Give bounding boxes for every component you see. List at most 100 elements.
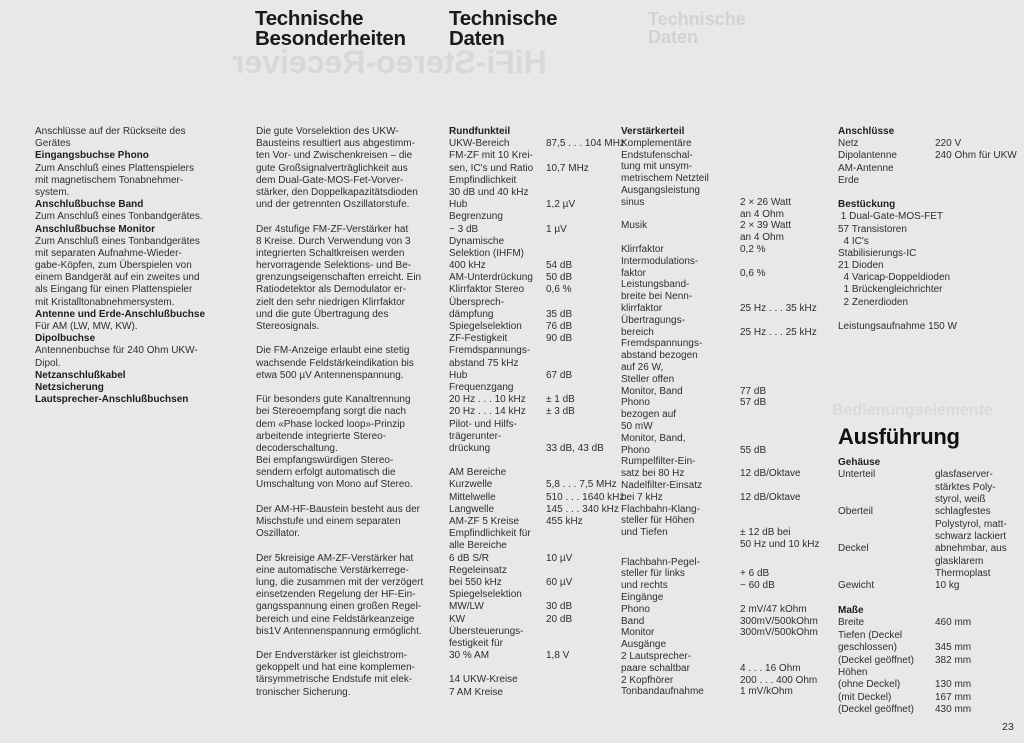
spec-row: 21 Dioden <box>838 260 957 272</box>
spec-row: Hub 67 dB <box>449 370 572 382</box>
spec-row: Gewicht 10 kg <box>838 580 959 592</box>
spec-label: Eingänge <box>621 592 664 604</box>
spec-row: Ausgänge <box>621 639 709 651</box>
spec-label: breite bei Nenn- <box>621 291 693 303</box>
text-line: Die FM-Anzeige erlaubt eine stetig <box>256 345 410 357</box>
spec-row: Frequenzgang <box>449 382 533 394</box>
spec-label: AM-Unterdrückung <box>449 272 533 284</box>
spec-label: Spiegelselektion <box>449 321 522 332</box>
spec-section-label: Bestückung <box>838 199 957 211</box>
spec-row: satz bei 80 Hz 12 dB/Oktave <box>621 468 801 480</box>
spec-value: ± 12 dB bei <box>740 527 791 539</box>
spec-label: Phono <box>621 603 650 615</box>
spec-section-label: Rundfunkteil <box>449 126 533 138</box>
spec-label: Ausgänge <box>621 639 667 651</box>
section-label: Lautsprecher-Anschlußbuchsen <box>35 394 189 406</box>
spec-row: bezogen auf <box>621 409 709 421</box>
spec-label: Gehäuse <box>838 457 881 468</box>
text-line: hervorragende Selektions- und Be- <box>256 260 412 272</box>
spec-label: Übersteuerungs- <box>449 625 524 637</box>
spec-label: 4 IC's <box>838 235 869 247</box>
spec-row: Empfindlichkeit für <box>449 528 533 540</box>
spec-label: 7 AM Kreise <box>449 686 503 698</box>
spec-row: 6 dB S/R 10 µV <box>449 552 572 565</box>
spec-label: 2 Lautsprecher- <box>621 651 692 663</box>
text-line: einem Bandgerät auf ein zweites und <box>35 272 200 284</box>
spec-row: 4 IC's <box>838 236 957 248</box>
text-line: tärsymmetrische Endstufe mit elek- <box>256 674 413 686</box>
spec-row: Phono 57 dB <box>621 397 766 409</box>
spec-label: Klirrfaktor <box>621 243 664 255</box>
spec-label: 6 dB S/R <box>449 552 490 564</box>
spec-label: Tonbandaufnahme <box>621 686 704 698</box>
spec-row: abstand 75 kHz <box>449 358 533 370</box>
spec-label: Rumpelfilter-Ein- <box>621 456 696 468</box>
spec-row: sen, IC's und Ratio 10,7 MHz <box>449 163 589 175</box>
spec-row: 1 Brückengleichrichter <box>838 284 957 296</box>
paragraph-gap <box>256 333 423 345</box>
text-line: gute Großsignalverträglichkeit aus <box>256 162 408 174</box>
text-line: Zum Anschluß eines Tonbandgerätes <box>35 235 200 247</box>
spec-label: Endstufenschal- <box>621 149 693 161</box>
spec-value: 460 mm <box>935 617 972 629</box>
spec-value: 50 Hz und 10 kHz <box>740 538 820 550</box>
spec-label: bei 7 kHz <box>621 491 663 503</box>
section-label: Anschlußbuchse Monitor <box>35 223 155 235</box>
spec-value: 60 µV <box>546 576 573 588</box>
spec-label: abstand bezogen <box>621 350 698 362</box>
spec-row: Empfindlichkeit <box>449 175 533 187</box>
spec-label: Dynamische <box>449 235 505 247</box>
spacer <box>838 309 957 321</box>
section-label: Dipolbuchse <box>35 333 96 345</box>
spec-row: Erde <box>838 175 957 187</box>
spacer <box>449 455 533 467</box>
section-label: Netzanschlußkabel <box>35 369 126 381</box>
text-line: gekoppelt und hat eine komplemen- <box>256 662 415 674</box>
text-line: wachsende Feldstärkeindikation bis <box>256 357 414 369</box>
spec-label: 14 UKW-Kreise <box>449 674 518 686</box>
text-line: Der Endverstärker ist gleichstrom- <box>256 650 408 662</box>
spec-label: Verstärkerteil <box>621 126 685 137</box>
spec-label: bei 550 kHz <box>449 576 502 588</box>
spec-row: Tonbandaufnahme 1 mV/kOhm <box>621 686 793 698</box>
spec-value: 54 dB <box>546 260 573 272</box>
spec-label: 20 Hz . . . 14 kHz <box>449 406 526 418</box>
spec-value: 2 × 39 Watt <box>740 220 792 232</box>
text-line: Umschaltung von Mono auf Stereo. <box>256 479 413 491</box>
spec-label: Anschlüsse <box>838 126 895 137</box>
spec-row: Monitor, Band, <box>621 433 709 445</box>
page-number: 23 <box>1002 721 1014 733</box>
spec-label: Übersprech- <box>449 296 505 308</box>
spec-value: 0,6 % <box>740 267 766 279</box>
spec-row: AM Bereiche <box>449 467 533 479</box>
text-line: 8 Kreise. Durch Verwendung von 3 <box>256 235 411 247</box>
spec-label: Monitor <box>621 627 655 639</box>
heading-technische-daten: Technische Daten <box>449 7 558 50</box>
paragraph: Der 5kreisige AM-ZF-Verstärker hat eine a… <box>256 553 423 638</box>
text-line: tronischer Sicherung. <box>256 686 351 698</box>
spec-row: Mittelwelle 510 . . . 1640 kHz <box>449 492 624 504</box>
text-line: Bausteins resultiert aus abgestimm- <box>256 138 415 150</box>
text-line: Zum Anschluß eines Tonbandgerätes. <box>35 211 203 223</box>
section-label: Antenne und Erde-Anschlußbuchse <box>35 308 206 320</box>
spec-row: klirrfaktor 25 Hz . . . 35 kHz <box>621 303 817 315</box>
spec-value: 55 dB <box>740 444 767 456</box>
spec-row: glasklarem <box>838 556 983 568</box>
spec-label: 30 dB und 40 kHz <box>449 186 529 198</box>
text-line: gabe-Köpfen, zum Überspielen von <box>35 260 192 272</box>
spec-label: Selektion (IHFM) <box>449 247 525 259</box>
spec-row: Flachbahn-Klang- <box>621 504 709 516</box>
rundfunkteil-specs: Rundfunkteil UKW-Bereich 87,5 . . . 104 MH… <box>449 126 625 699</box>
paragraph-gap <box>256 492 423 504</box>
spec-label: Rundfunkteil <box>449 126 511 137</box>
spec-row: Regeleinsatz <box>449 565 533 577</box>
paragraph: Der AM-HF-Baustein besteht aus der Mischs… <box>256 504 423 541</box>
spec-label: 50 mW <box>621 420 653 432</box>
spec-value: 67 dB <box>546 369 573 381</box>
besonderheiten-text-column: Die gute Vorselektion des UKW- Bausteins … <box>256 126 423 699</box>
heading-ausfuehrung: Ausführung <box>838 424 960 449</box>
spec-label: UKW-Bereich <box>449 138 510 150</box>
spec-row: 1 Dual-Gate-MOS-FET <box>838 211 957 223</box>
spec-label: (Deckel geöffnet) <box>838 703 914 715</box>
spec-label: paare schaltbar <box>621 662 690 674</box>
